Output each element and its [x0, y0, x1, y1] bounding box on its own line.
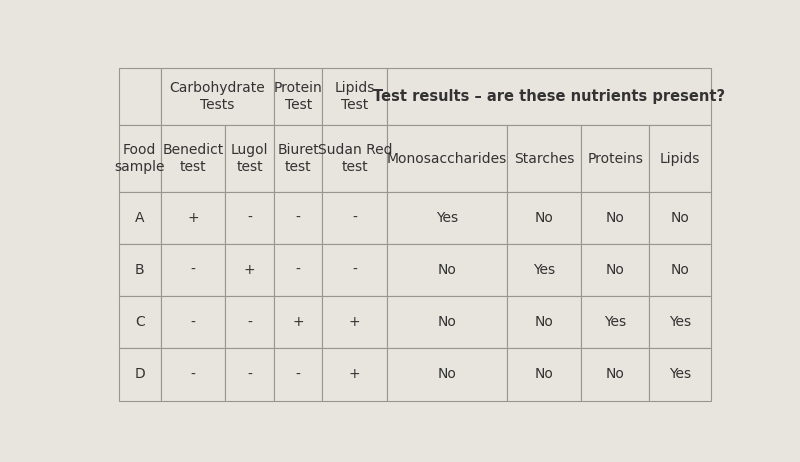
- Text: Lipids: Lipids: [660, 152, 700, 165]
- Bar: [582, 125, 650, 192]
- Bar: [118, 244, 161, 296]
- Bar: [161, 296, 226, 348]
- Text: No: No: [606, 263, 625, 277]
- Bar: [582, 348, 650, 401]
- Text: No: No: [670, 211, 690, 225]
- Bar: [226, 244, 274, 296]
- Text: -: -: [296, 367, 301, 382]
- Text: Sudan Red
test: Sudan Red test: [318, 143, 392, 174]
- Bar: [582, 192, 650, 244]
- Bar: [507, 192, 582, 244]
- Bar: [161, 125, 226, 192]
- Bar: [118, 68, 161, 125]
- Text: A: A: [135, 211, 144, 225]
- Text: +: +: [349, 316, 361, 329]
- Text: -: -: [190, 316, 195, 329]
- Text: No: No: [438, 263, 457, 277]
- Bar: [582, 244, 650, 296]
- Text: No: No: [534, 316, 554, 329]
- Bar: [226, 192, 274, 244]
- Bar: [650, 296, 710, 348]
- Text: -: -: [247, 367, 252, 382]
- Bar: [650, 348, 710, 401]
- Bar: [322, 296, 387, 348]
- Bar: [226, 125, 274, 192]
- Text: +: +: [349, 367, 361, 382]
- Text: -: -: [352, 263, 358, 277]
- Text: Benedict
test: Benedict test: [162, 143, 224, 174]
- Bar: [118, 348, 161, 401]
- Text: D: D: [134, 367, 145, 382]
- Bar: [322, 68, 387, 125]
- Bar: [274, 348, 322, 401]
- Bar: [226, 348, 274, 401]
- Text: -: -: [352, 211, 358, 225]
- Bar: [387, 244, 507, 296]
- Bar: [322, 125, 387, 192]
- Bar: [582, 296, 650, 348]
- Bar: [322, 244, 387, 296]
- Text: -: -: [296, 263, 301, 277]
- Bar: [161, 192, 226, 244]
- Bar: [118, 125, 161, 192]
- Bar: [387, 125, 507, 192]
- Text: No: No: [606, 367, 625, 382]
- Text: No: No: [606, 211, 625, 225]
- Text: Lugol
test: Lugol test: [231, 143, 268, 174]
- Text: -: -: [190, 367, 195, 382]
- Bar: [387, 348, 507, 401]
- Text: No: No: [534, 211, 554, 225]
- Bar: [387, 296, 507, 348]
- Bar: [387, 68, 710, 125]
- Bar: [650, 192, 710, 244]
- Text: Starches: Starches: [514, 152, 574, 165]
- Bar: [274, 296, 322, 348]
- Bar: [507, 244, 582, 296]
- Text: No: No: [534, 367, 554, 382]
- Bar: [274, 244, 322, 296]
- Text: Food
sample: Food sample: [114, 143, 165, 174]
- Bar: [507, 125, 582, 192]
- Text: +: +: [292, 316, 304, 329]
- Bar: [118, 296, 161, 348]
- Text: Yes: Yes: [533, 263, 555, 277]
- Text: Proteins: Proteins: [587, 152, 643, 165]
- Bar: [161, 68, 274, 125]
- Text: +: +: [244, 263, 255, 277]
- Text: Monosaccharides: Monosaccharides: [387, 152, 507, 165]
- Text: Lipids
Test: Lipids Test: [334, 81, 375, 112]
- Bar: [507, 348, 582, 401]
- Text: Yes: Yes: [669, 316, 691, 329]
- Bar: [507, 296, 582, 348]
- Bar: [274, 68, 322, 125]
- Text: Test results – are these nutrients present?: Test results – are these nutrients prese…: [373, 89, 725, 104]
- Text: B: B: [135, 263, 145, 277]
- Text: -: -: [247, 211, 252, 225]
- Bar: [161, 244, 226, 296]
- Text: Yes: Yes: [436, 211, 458, 225]
- Text: Biuret
test: Biuret test: [278, 143, 319, 174]
- Bar: [274, 125, 322, 192]
- Text: Yes: Yes: [604, 316, 626, 329]
- Text: -: -: [296, 211, 301, 225]
- Text: No: No: [438, 316, 457, 329]
- Text: Yes: Yes: [669, 367, 691, 382]
- Text: No: No: [438, 367, 457, 382]
- Bar: [387, 192, 507, 244]
- Bar: [650, 125, 710, 192]
- Text: Carbohydrate
Tests: Carbohydrate Tests: [170, 81, 265, 112]
- Text: -: -: [190, 263, 195, 277]
- Text: -: -: [247, 316, 252, 329]
- Text: Protein
Test: Protein Test: [274, 81, 322, 112]
- Text: +: +: [187, 211, 199, 225]
- Bar: [226, 296, 274, 348]
- Text: No: No: [670, 263, 690, 277]
- Bar: [322, 348, 387, 401]
- Text: C: C: [134, 316, 145, 329]
- Bar: [274, 192, 322, 244]
- Bar: [118, 192, 161, 244]
- Bar: [650, 244, 710, 296]
- Bar: [322, 192, 387, 244]
- Bar: [161, 348, 226, 401]
